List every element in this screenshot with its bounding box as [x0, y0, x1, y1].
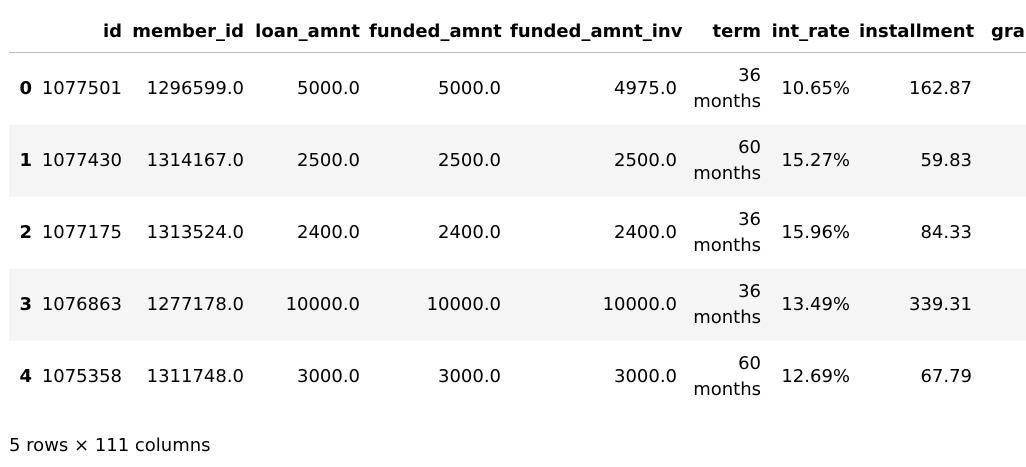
- term-number: 36: [738, 280, 761, 302]
- table-row: 0 1077501 1296599.0 5000.0 5000.0 4975.0…: [9, 53, 1026, 125]
- cell-funded-amnt: 2500.0: [438, 149, 501, 171]
- term-unit: months: [693, 378, 761, 400]
- cell-member-id: 1313524.0: [146, 221, 244, 243]
- term-number: 60: [738, 136, 761, 158]
- cell-funded-amnt-inv: 10000.0: [602, 293, 677, 315]
- cell-int-rate: 15.27%: [781, 149, 850, 171]
- cell-term: 36 months: [686, 53, 770, 125]
- row-index: 2: [19, 222, 32, 243]
- table-row: 1 1077430 1314167.0 2500.0 2500.0 2500.0…: [9, 124, 1026, 197]
- cell-grade-clipped: [981, 269, 1026, 341]
- column-header-funded-amnt-inv: funded_amnt_inv: [510, 10, 686, 53]
- cell-term: 36 months: [686, 269, 770, 341]
- column-header-member-id: member_id: [131, 10, 253, 53]
- cell-funded-amnt-inv: 3000.0: [614, 365, 677, 387]
- term-number: 36: [738, 64, 761, 86]
- cell-grade-clipped: [981, 53, 1026, 125]
- cell-id: 1076863: [41, 293, 122, 315]
- cell-member-id: 1314167.0: [146, 149, 244, 171]
- cell-loan-amnt: 3000.0: [297, 365, 360, 387]
- table-row: 4 1075358 1311748.0 3000.0 3000.0 3000.0…: [9, 341, 1026, 411]
- column-header-installment: installment: [859, 10, 981, 53]
- cell-member-id: 1311748.0: [146, 365, 244, 387]
- row-index: 0: [19, 78, 32, 100]
- cell-funded-amnt: 10000.0: [426, 293, 501, 315]
- row-index: 1: [19, 150, 32, 171]
- term-number: 60: [738, 352, 761, 374]
- table-row: 3 1076863 1277178.0 10000.0 10000.0 1000…: [9, 268, 1026, 341]
- row-index: 4: [19, 366, 32, 387]
- cell-id: 1077430: [41, 149, 122, 171]
- column-header-index: [9, 10, 41, 53]
- column-header-id: id: [41, 10, 131, 53]
- cell-loan-amnt: 2500.0: [297, 149, 360, 171]
- term-number: 36: [738, 208, 761, 230]
- column-header-loan-amnt: loan_amnt: [253, 10, 369, 53]
- column-header-grade-clipped: gra: [981, 10, 1026, 53]
- cell-int-rate: 12.69%: [781, 365, 850, 387]
- term-unit: months: [693, 162, 761, 184]
- dataframe-output: id member_id loan_amnt funded_amnt funde…: [9, 10, 1026, 410]
- header-row: id member_id loan_amnt funded_amnt funde…: [9, 10, 1026, 53]
- cell-id: 1075358: [41, 365, 122, 387]
- cell-grade-clipped: [981, 341, 1026, 411]
- table-row: 2 1077175 1313524.0 2400.0 2400.0 2400.0…: [9, 197, 1026, 269]
- cell-installment: 67.79: [920, 365, 972, 387]
- term-unit: months: [693, 306, 761, 328]
- cell-funded-amnt: 2400.0: [438, 221, 501, 243]
- cell-installment: 59.83: [920, 149, 972, 171]
- cell-funded-amnt-inv: 2500.0: [614, 149, 677, 171]
- cell-int-rate: 10.65%: [781, 77, 850, 99]
- cell-int-rate: 13.49%: [781, 293, 850, 315]
- column-header-term: term: [686, 10, 770, 53]
- row-index: 3: [19, 294, 32, 315]
- cell-installment: 84.33: [920, 221, 972, 243]
- cell-term: 60 months: [686, 125, 770, 197]
- term-unit: months: [693, 234, 761, 256]
- cell-int-rate: 15.96%: [781, 221, 850, 243]
- cell-term: 36 months: [686, 197, 770, 269]
- cell-funded-amnt-inv: 2400.0: [614, 221, 677, 243]
- cell-grade-clipped: [981, 197, 1026, 269]
- cell-loan-amnt: 10000.0: [285, 293, 360, 315]
- cell-loan-amnt: 5000.0: [297, 77, 360, 99]
- cell-member-id: 1277178.0: [146, 293, 244, 315]
- cell-funded-amnt: 3000.0: [438, 365, 501, 387]
- dataframe-shape-summary: 5 rows × 111 columns: [9, 435, 211, 456]
- cell-id: 1077175: [41, 221, 122, 243]
- cell-term: 60 months: [686, 341, 770, 411]
- cell-installment: 339.31: [909, 293, 972, 315]
- cell-loan-amnt: 2400.0: [297, 221, 360, 243]
- dataframe-table: id member_id loan_amnt funded_amnt funde…: [9, 10, 1026, 410]
- cell-id: 1077501: [41, 77, 122, 99]
- cell-installment: 162.87: [909, 77, 972, 99]
- cell-funded-amnt: 5000.0: [438, 77, 501, 99]
- cell-funded-amnt-inv: 4975.0: [614, 77, 677, 99]
- term-unit: months: [693, 90, 761, 112]
- column-header-funded-amnt: funded_amnt: [369, 10, 510, 53]
- cell-grade-clipped: [981, 125, 1026, 197]
- column-header-int-rate: int_rate: [770, 10, 859, 53]
- cell-member-id: 1296599.0: [146, 77, 244, 99]
